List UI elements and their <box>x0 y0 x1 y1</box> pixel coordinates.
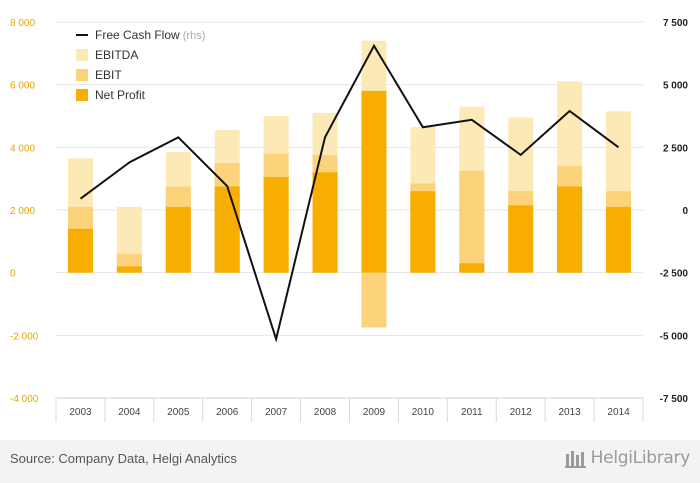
y-right-tick-label: 0 <box>682 206 688 217</box>
net-profit-bar <box>361 90 387 273</box>
legend-swatch <box>76 69 88 81</box>
grid <box>56 21 643 336</box>
y-left-tick-label: 6 000 <box>10 81 35 92</box>
net-profit-bar <box>116 266 142 273</box>
y-right-tick-label: 2 500 <box>663 143 688 154</box>
y-left-tick-label: -4 000 <box>10 394 39 405</box>
source-note: Source: Company Data, Helgi Analytics <box>10 451 237 466</box>
y-left-tick-label: 8 000 <box>10 18 35 29</box>
x-tick-label: 2004 <box>118 407 141 418</box>
x-tick-label: 2012 <box>510 407 533 418</box>
legend-swatch <box>76 89 88 101</box>
legend-item-net-profit: Net Profit <box>95 88 146 102</box>
y-right-tick-label: -7 500 <box>660 394 689 405</box>
axes: 2003 2004 2005 2006 2007 2008 2009 2010 2011 2012… <box>10 18 688 422</box>
y-left-tick-label: -2 000 <box>10 331 39 342</box>
y-left-tick-label: 2 000 <box>10 206 35 217</box>
y-right-tick-label: -2 500 <box>660 269 689 280</box>
net-profit-bar <box>459 263 485 273</box>
x-tick-label: 2008 <box>314 407 337 418</box>
fcf-line-group <box>79 43 620 343</box>
x-tick-label: 2011 <box>461 407 483 418</box>
legend-swatch <box>76 49 88 61</box>
net-profit-bar <box>606 206 632 273</box>
ebit-bar <box>459 170 485 273</box>
x-tick-label: 2013 <box>559 407 582 418</box>
legend: Free Cash Flow (rhs) EBITDA EBIT Net Profit <box>76 28 205 102</box>
x-tick-label: 2009 <box>363 407 386 418</box>
net-profit-bar <box>410 191 436 273</box>
x-tick-label: 2006 <box>216 407 239 418</box>
x-tick-label: 2007 <box>265 407 288 418</box>
x-tick-label: 2014 <box>607 407 630 418</box>
x-tick-label: 2003 <box>69 407 92 418</box>
net-profit-bar <box>508 205 534 273</box>
y-right-tick-label: 5 000 <box>663 81 688 92</box>
legend-item-ebitda: EBITDA <box>95 48 138 62</box>
net-profit-bar <box>263 177 289 273</box>
y-left-tick-label: 4 000 <box>10 143 35 154</box>
library-icon <box>564 451 586 468</box>
footer: Source: Company Data, Helgi Analytics He… <box>0 440 700 483</box>
logo-text: HelgiLibrary <box>590 448 691 468</box>
chart: 2003 2004 2005 2006 2007 2008 2009 2010 2011 2012… <box>10 18 688 422</box>
ebit-bar <box>361 272 387 328</box>
net-profit-bar <box>312 172 338 273</box>
legend-item-ebit: EBIT <box>95 68 122 82</box>
x-tick-label: 2010 <box>412 407 435 418</box>
legend-item-free-cash-flow: Free Cash Flow (rhs) <box>95 28 205 42</box>
bars <box>67 40 632 328</box>
helgi-library-logo: HelgiLibrary <box>564 448 691 468</box>
free-cash-flow-line <box>79 43 620 343</box>
y-right-tick-label: 7 500 <box>663 18 688 29</box>
net-profit-bar <box>557 186 583 273</box>
y-right-tick-label: -5 000 <box>660 331 689 342</box>
y-left-tick-label: 0 <box>10 269 16 280</box>
net-profit-bar <box>165 206 191 273</box>
net-profit-bar <box>214 186 240 273</box>
net-profit-bar <box>67 228 93 273</box>
x-tick-label: 2005 <box>167 407 190 418</box>
legend-rhs-suffix: (rhs) <box>180 30 206 42</box>
